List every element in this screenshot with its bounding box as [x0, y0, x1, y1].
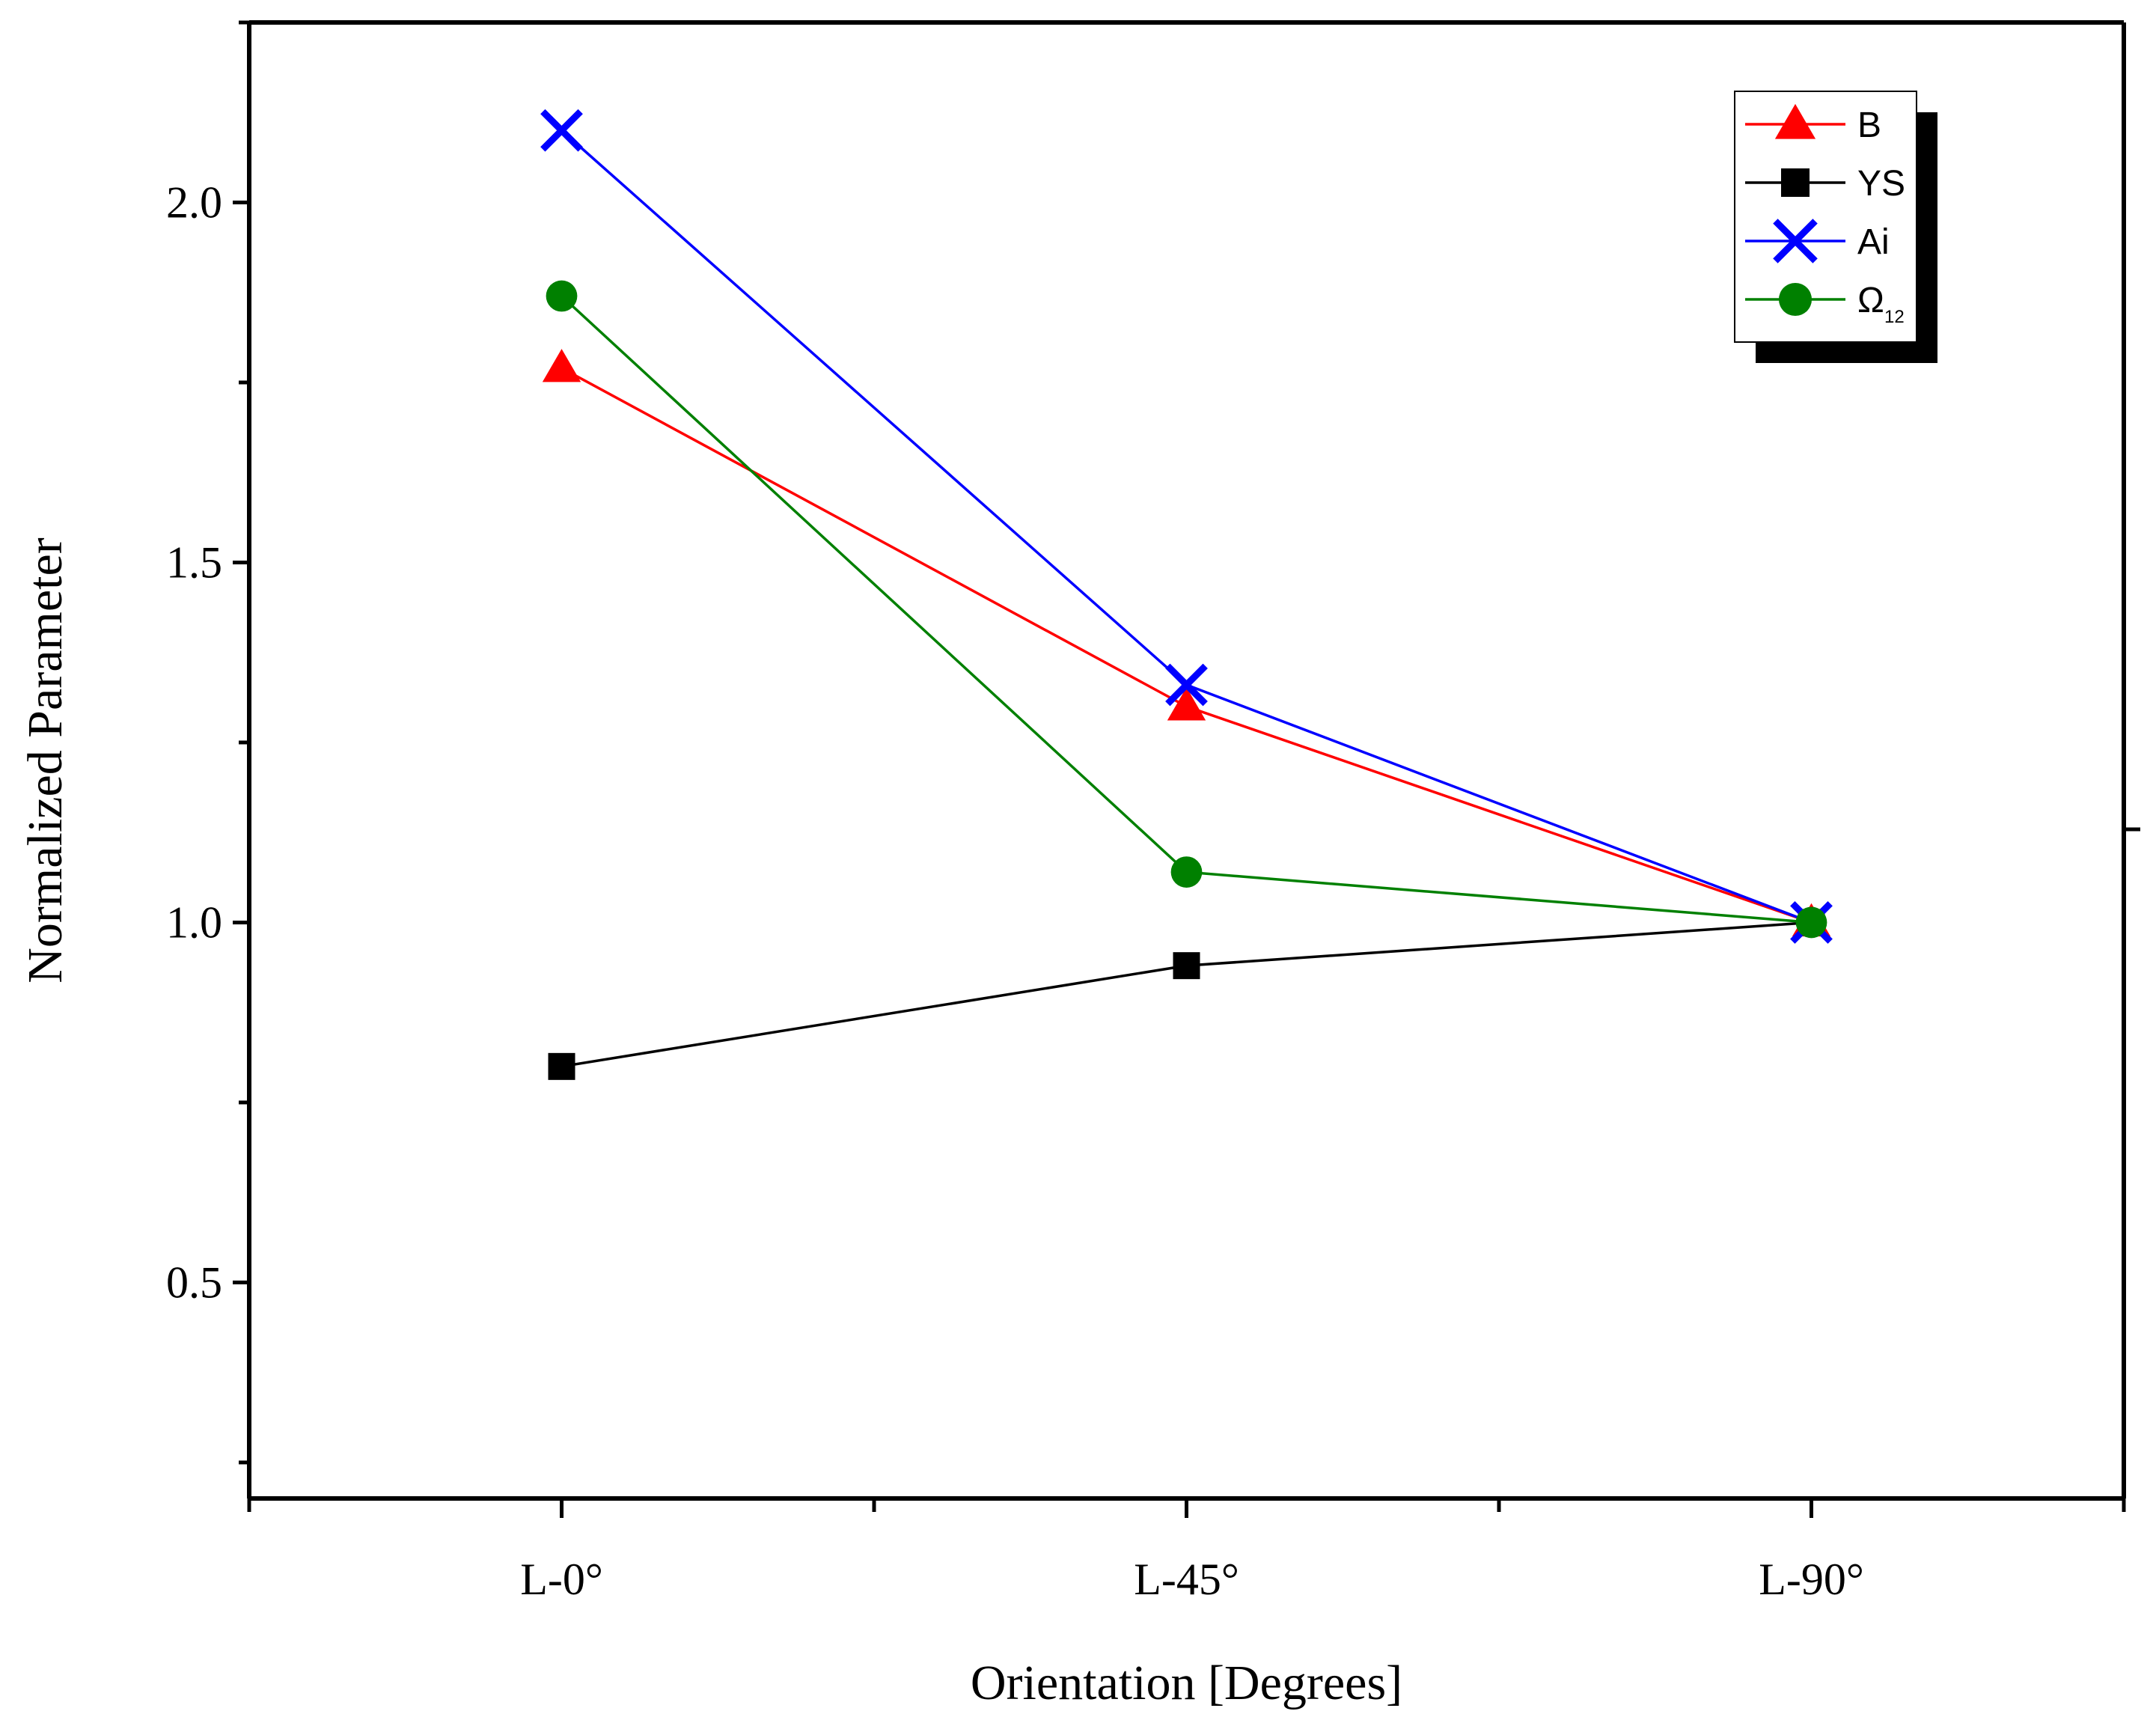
legend-marker: [1778, 282, 1813, 317]
series-layer: [540, 109, 1833, 1080]
series-line: [561, 921, 1812, 1068]
legend-marker: [1774, 103, 1816, 139]
y-axis: 0.5 1.0 1.5 2.0: [166, 20, 249, 1465]
legend-label: Ai: [1857, 222, 1890, 262]
legend-label: YS: [1857, 164, 1905, 204]
x-tick-label: L-0°: [520, 1555, 603, 1604]
series-0: [542, 349, 1831, 937]
x-axis-title: Orientation [Degrees]: [971, 1656, 1402, 1710]
data-point: [540, 109, 583, 152]
data-point: [1167, 687, 1206, 721]
data-point: [542, 349, 581, 382]
series-1: [548, 909, 1825, 1080]
legend-marker: [1781, 168, 1810, 197]
legend-marker: [1773, 219, 1818, 263]
data-point: [546, 280, 578, 312]
series-3: [546, 280, 1827, 939]
legend-label-subscript: 12: [1884, 307, 1905, 327]
x-axis: L-0° L-45° L-90°: [247, 1498, 2126, 1604]
y-axis-title: Normalized Parameter: [18, 537, 73, 984]
series-2: [540, 109, 1833, 944]
data-point: [1170, 856, 1203, 888]
data-point: [548, 1052, 575, 1080]
data-point: [1165, 663, 1208, 707]
legend: B YS Ai Ω 12: [1734, 91, 1937, 363]
series-line: [561, 129, 1813, 924]
data-point: [1173, 952, 1200, 980]
y-tick-label: 1.0: [166, 897, 222, 947]
y-tick-label: 2.0: [166, 177, 222, 227]
series-line: [561, 295, 1812, 924]
series-line: [561, 367, 1813, 924]
data-point: [1795, 906, 1827, 939]
y-tick-label: 0.5: [166, 1257, 222, 1307]
legend-label: Ω: [1857, 281, 1884, 320]
x-tick-label: L-45°: [1134, 1555, 1239, 1604]
legend-label: B: [1857, 106, 1881, 145]
legend-box: [1734, 91, 1917, 343]
x-tick-label: L-90°: [1759, 1555, 1864, 1604]
y-tick-label: 1.5: [166, 537, 222, 587]
